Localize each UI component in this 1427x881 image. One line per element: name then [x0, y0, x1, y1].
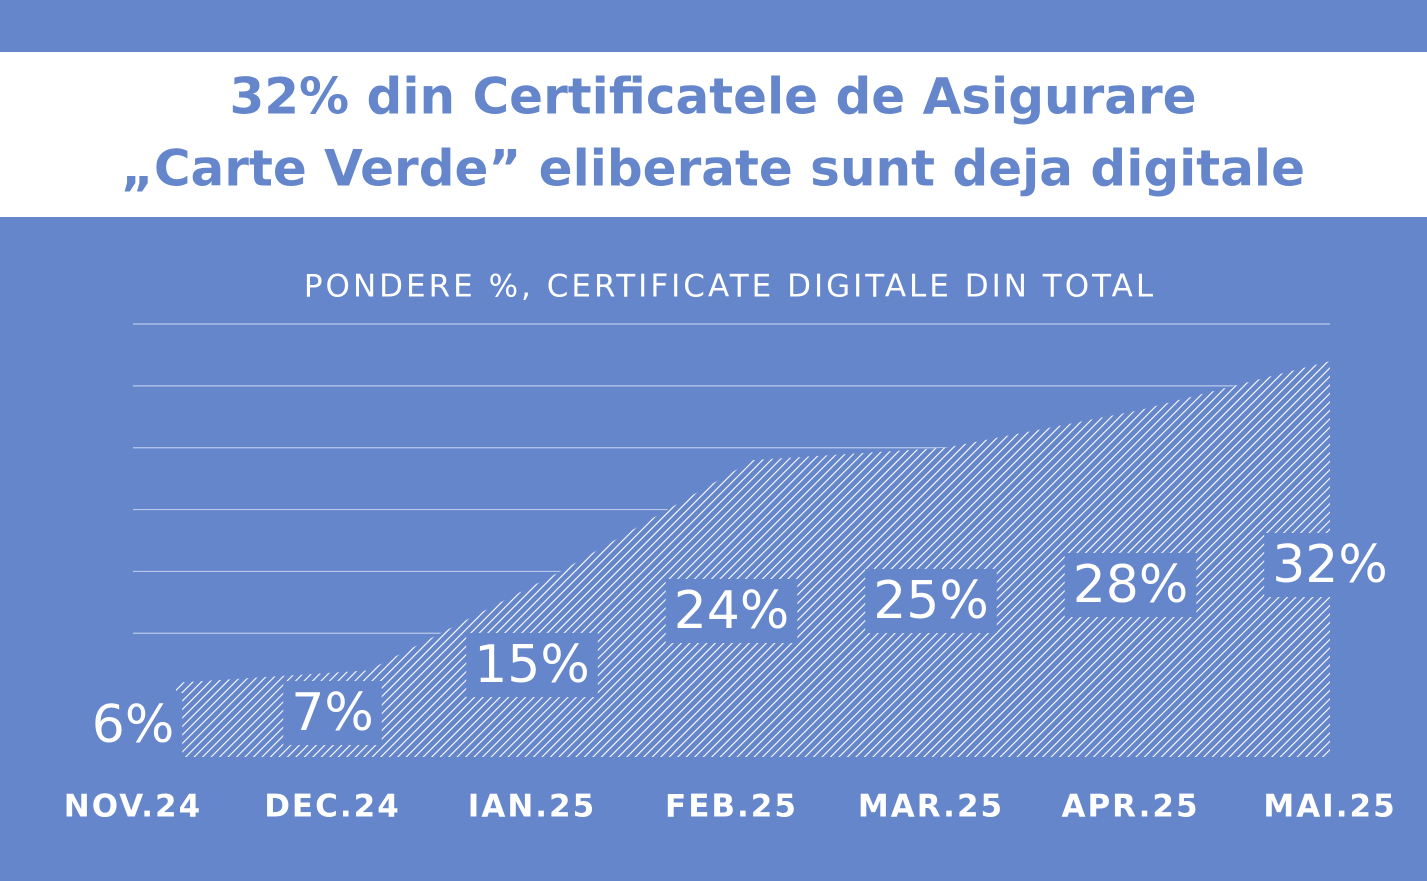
title-band — [0, 52, 1427, 217]
value-label: 24% — [674, 581, 790, 641]
x-tick-label: APR.25 — [1061, 789, 1199, 825]
value-label: 25% — [873, 571, 989, 631]
value-label-box — [665, 579, 798, 643]
value-label: 7% — [291, 683, 374, 743]
area — [176, 361, 1330, 757]
value-label-box — [1264, 533, 1396, 597]
value-label: 32% — [1272, 535, 1388, 595]
value-label: 15% — [474, 635, 590, 695]
chart-title: 32% din Certificatele de Asigurare — [229, 68, 1196, 126]
value-label-box — [466, 633, 598, 697]
x-tick-label: MAR.25 — [858, 789, 1004, 825]
x-tick-label: NOV.24 — [64, 789, 202, 825]
value-label-box — [283, 681, 382, 745]
value-label-box — [83, 693, 183, 757]
value-label-box — [1064, 553, 1197, 617]
x-tick-label: MAI.25 — [1263, 789, 1396, 825]
x-tick-label: FEB.25 — [665, 789, 798, 825]
value-label: 28% — [1073, 555, 1189, 615]
plot: NOV.24 6% DEC.24 7% IAN.25 15% FEB.25 24% MAR.25… — [64, 361, 1396, 825]
value-label-box — [865, 569, 997, 633]
chart-subtitle: PONDERE %, CERTIFICATE DIGITALE DIN TOTA… — [304, 269, 1156, 305]
value-label: 6% — [92, 695, 175, 755]
x-tick-label: DEC.24 — [264, 789, 401, 825]
x-tick-label: IAN.25 — [468, 789, 596, 825]
chart-title: „Carte Verde” eliberate sunt deja digita… — [121, 140, 1305, 198]
